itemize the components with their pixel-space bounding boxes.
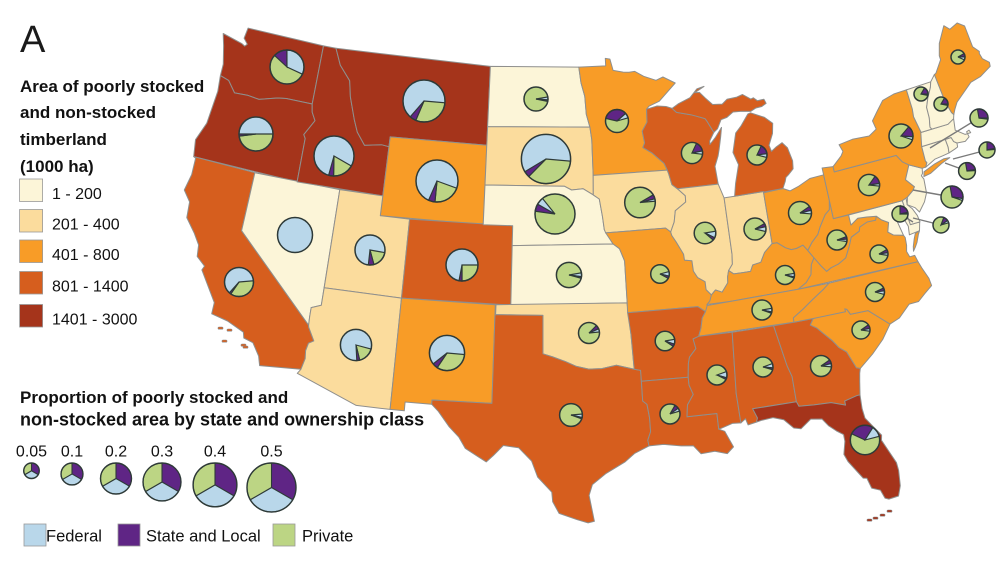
- svg-text:Area of poorly stocked: Area of poorly stocked: [20, 77, 204, 96]
- svg-text:Private: Private: [302, 528, 353, 546]
- svg-text:1401 - 3000: 1401 - 3000: [52, 312, 138, 329]
- svg-text:401 - 800: 401 - 800: [52, 247, 120, 264]
- svg-text:timberland: timberland: [20, 130, 107, 149]
- svg-text:201 - 400: 201 - 400: [52, 217, 120, 234]
- svg-text:Proportion of poorly stocked a: Proportion of poorly stocked and: [20, 388, 288, 407]
- svg-text:1 - 200: 1 - 200: [52, 186, 102, 203]
- svg-text:Federal: Federal: [46, 528, 102, 546]
- svg-text:0.5: 0.5: [260, 444, 282, 461]
- svg-text:0.2: 0.2: [105, 444, 127, 461]
- svg-text:and non-stocked: and non-stocked: [20, 103, 156, 122]
- svg-text:801 - 1400: 801 - 1400: [52, 279, 129, 296]
- svg-text:0.1: 0.1: [61, 444, 83, 461]
- svg-text:A: A: [20, 19, 46, 61]
- svg-text:0.3: 0.3: [151, 444, 173, 461]
- svg-text:State and Local: State and Local: [146, 528, 261, 546]
- svg-text:non-stocked area by state and: non-stocked area by state and ownership …: [20, 410, 424, 430]
- svg-text:0.4: 0.4: [204, 444, 226, 461]
- svg-text:0.05: 0.05: [16, 444, 47, 461]
- svg-text:(1000 ha): (1000 ha): [20, 157, 94, 176]
